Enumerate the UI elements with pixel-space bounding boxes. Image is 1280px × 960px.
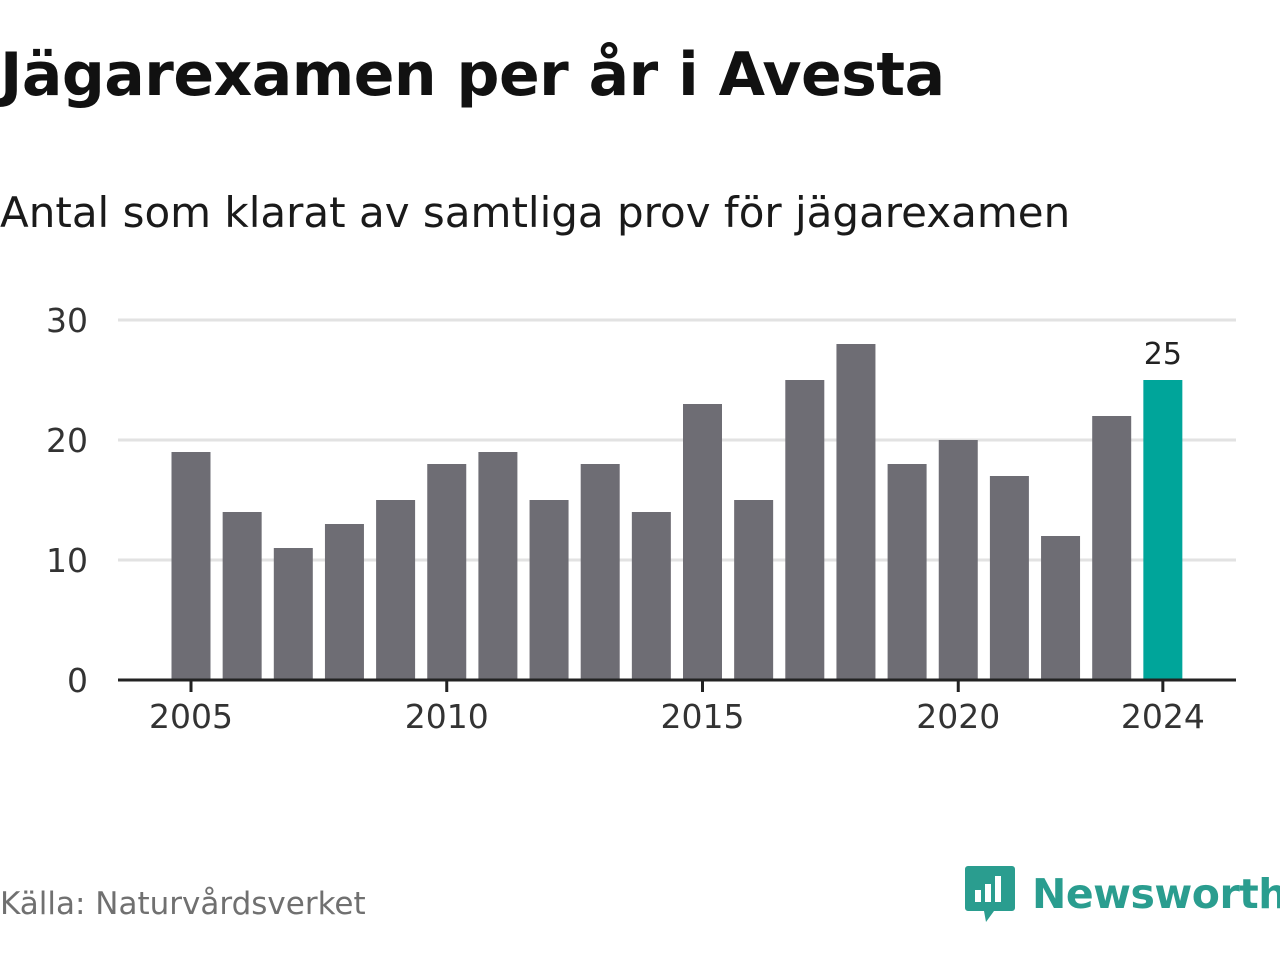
bar-2016 [734, 500, 774, 680]
x-axis: 2005 2010 2015 2020 2024 [118, 678, 1236, 736]
bar-2013 [580, 464, 620, 680]
bar-2008 [324, 524, 364, 680]
x-tick-label: 2024 [1121, 697, 1205, 736]
bar-2007 [273, 548, 313, 680]
bar-2020 [938, 440, 978, 680]
bar-2024 [1143, 380, 1183, 680]
brand-name: Newsworthy [1032, 870, 1280, 918]
y-axis-ticks: 0 10 20 30 [46, 301, 88, 700]
data-label-highlight: 25 [1144, 337, 1182, 372]
x-tick-label: 2015 [661, 697, 745, 736]
bar-2010 [427, 464, 467, 680]
bar-2023 [1092, 416, 1132, 680]
bar-chart: 0 10 20 30 2005 2010 2015 2020 2024 25 [46, 301, 1236, 736]
bar-2011 [478, 452, 518, 680]
chart-title: Jägarexamen per år i Avesta [0, 40, 945, 110]
source-note: Källa: Naturvårdsverket [0, 886, 366, 922]
bar-2005 [171, 452, 211, 680]
chart-subtitle: Antal som klarat av samtliga prov för jä… [0, 188, 1071, 237]
brand-logo: Newsworthy [964, 864, 1280, 924]
y-tick-label: 0 [67, 661, 88, 700]
bar-2018 [836, 344, 876, 680]
bar-2021 [989, 476, 1029, 680]
x-tick-label: 2010 [405, 697, 489, 736]
bar-2017 [785, 380, 825, 680]
bar-2006 [222, 512, 262, 680]
bar-2019 [887, 464, 927, 680]
y-tick-label: 30 [46, 301, 88, 340]
newsworthy-logo-icon [965, 866, 1015, 922]
bar-2015 [683, 404, 722, 680]
y-tick-label: 20 [46, 421, 88, 460]
bar-2009 [376, 500, 416, 680]
x-tick-label: 2005 [149, 697, 233, 736]
bar-2012 [529, 500, 569, 680]
data-labels: 25 [1144, 337, 1182, 372]
bar-2022 [1041, 536, 1081, 680]
bars [171, 344, 1183, 680]
gridlines [118, 318, 1236, 562]
x-tick-label: 2020 [916, 697, 1000, 736]
bar-2014 [631, 512, 671, 680]
y-tick-label: 10 [46, 541, 88, 580]
